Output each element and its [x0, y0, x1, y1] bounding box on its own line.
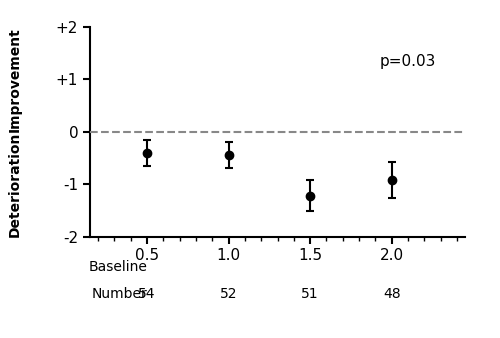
Text: Baseline: Baseline: [88, 260, 147, 274]
Text: 51: 51: [302, 287, 319, 301]
Text: 52: 52: [220, 287, 238, 301]
Text: Improvement: Improvement: [8, 27, 22, 132]
Text: p=0.03: p=0.03: [380, 54, 436, 69]
Text: 48: 48: [383, 287, 400, 301]
Text: Number: Number: [92, 287, 147, 301]
Text: Deterioration: Deterioration: [8, 131, 22, 237]
Text: 54: 54: [138, 287, 156, 301]
